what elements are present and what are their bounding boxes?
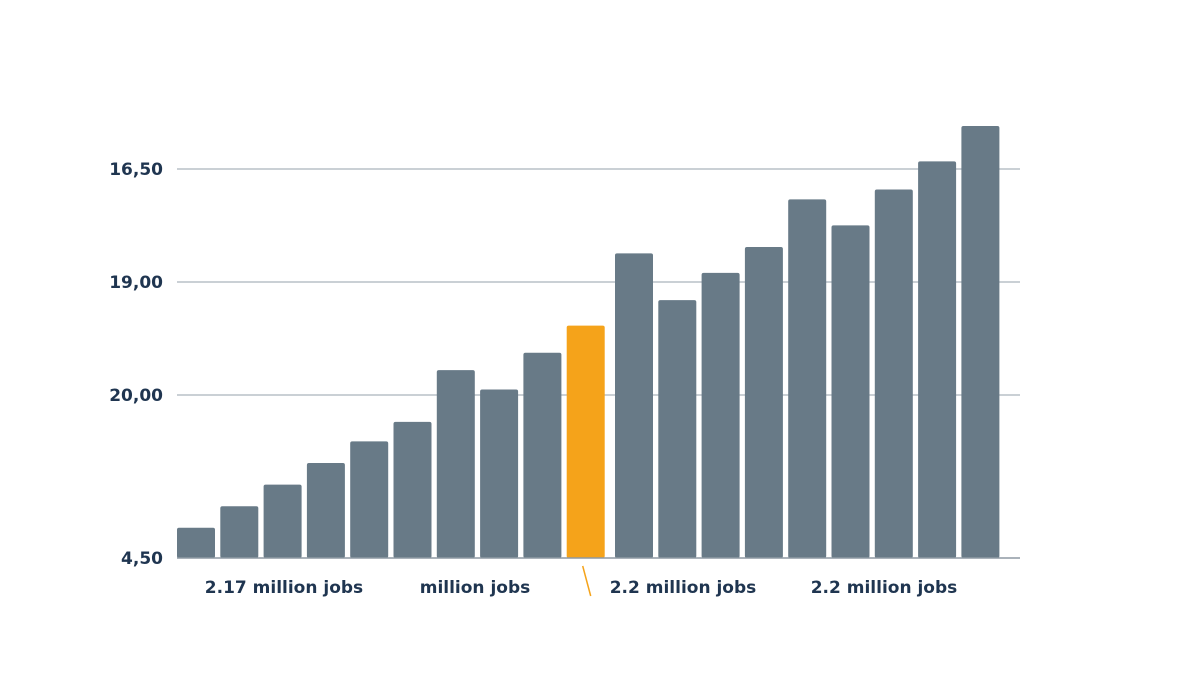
y-axis-ticks: 4,50 20,00 19,00 16,50 (109, 160, 163, 569)
bar (393, 421, 432, 558)
bar (436, 370, 475, 558)
bar (701, 272, 740, 558)
y-tick-label: 19,00 (109, 273, 163, 293)
bar (350, 441, 389, 558)
y-tick-label: 16,50 (109, 160, 163, 180)
bar (831, 225, 870, 558)
x-group-label: 2.2 million jobs (610, 578, 757, 598)
bar (874, 189, 913, 558)
bar (615, 253, 653, 558)
bar (263, 484, 302, 558)
bar (177, 527, 215, 558)
bar (961, 126, 1000, 558)
y-tick-label: 4,50 (121, 549, 163, 569)
bar-highlighted (566, 325, 605, 558)
bar (744, 247, 783, 558)
x-group-labels: 2.17 million jobs million jobs 2.2 million… (205, 578, 957, 598)
y-tick-label: 20,00 (109, 386, 163, 406)
highlight-pointer (581, 565, 592, 597)
x-group-label: 2.2 million jobs (811, 578, 958, 598)
bar (480, 389, 519, 558)
x-group-label: million jobs (420, 578, 531, 598)
bars (177, 126, 1000, 558)
bar (523, 352, 562, 558)
x-group-label: 2.17 million jobs (205, 578, 363, 598)
bar (306, 463, 345, 558)
bar (788, 199, 827, 558)
bar (918, 161, 957, 558)
bar (658, 300, 697, 558)
bar (220, 506, 259, 558)
